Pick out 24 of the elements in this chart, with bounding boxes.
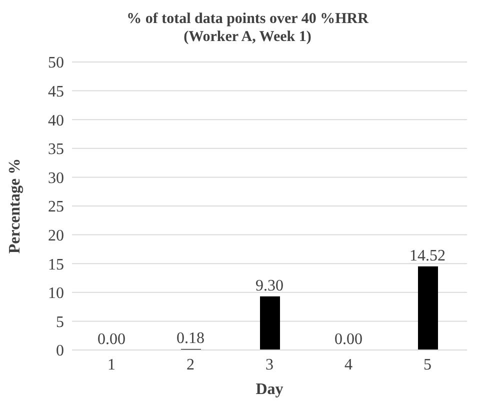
y-tick-label: 15 — [48, 256, 64, 274]
y-tick-label: 20 — [48, 227, 64, 244]
x-tick-label: 4 — [344, 356, 352, 374]
y-tick-label: 30 — [48, 170, 64, 187]
y-tick-label: 40 — [48, 112, 64, 130]
x-tick-label: 5 — [424, 356, 432, 374]
y-tick-label: 10 — [48, 285, 64, 302]
y-tick-label: 35 — [48, 141, 64, 158]
y-tick-label: 45 — [48, 83, 64, 100]
y-tick-label: 0 — [56, 342, 64, 360]
x-tick-label: 3 — [266, 356, 274, 374]
data-label: 0.00 — [334, 331, 362, 348]
data-label: 0.00 — [98, 331, 126, 348]
y-tick-label: 25 — [48, 198, 64, 216]
x-tick-label: 1 — [108, 356, 116, 374]
y-axis-title: Percentage % — [6, 158, 24, 254]
x-tick-label: 2 — [186, 356, 194, 374]
data-label: 0.18 — [176, 330, 204, 347]
y-tick-label: 50 — [48, 54, 64, 72]
data-label: 9.30 — [256, 277, 284, 294]
x-axis-title: Day — [256, 381, 284, 398]
y-tick-label: 5 — [56, 314, 64, 331]
chart-title: % of total data points over 40 %HRR (Worker A, Week 1) — [126, 10, 370, 46]
data-label: 14.52 — [410, 247, 446, 264]
